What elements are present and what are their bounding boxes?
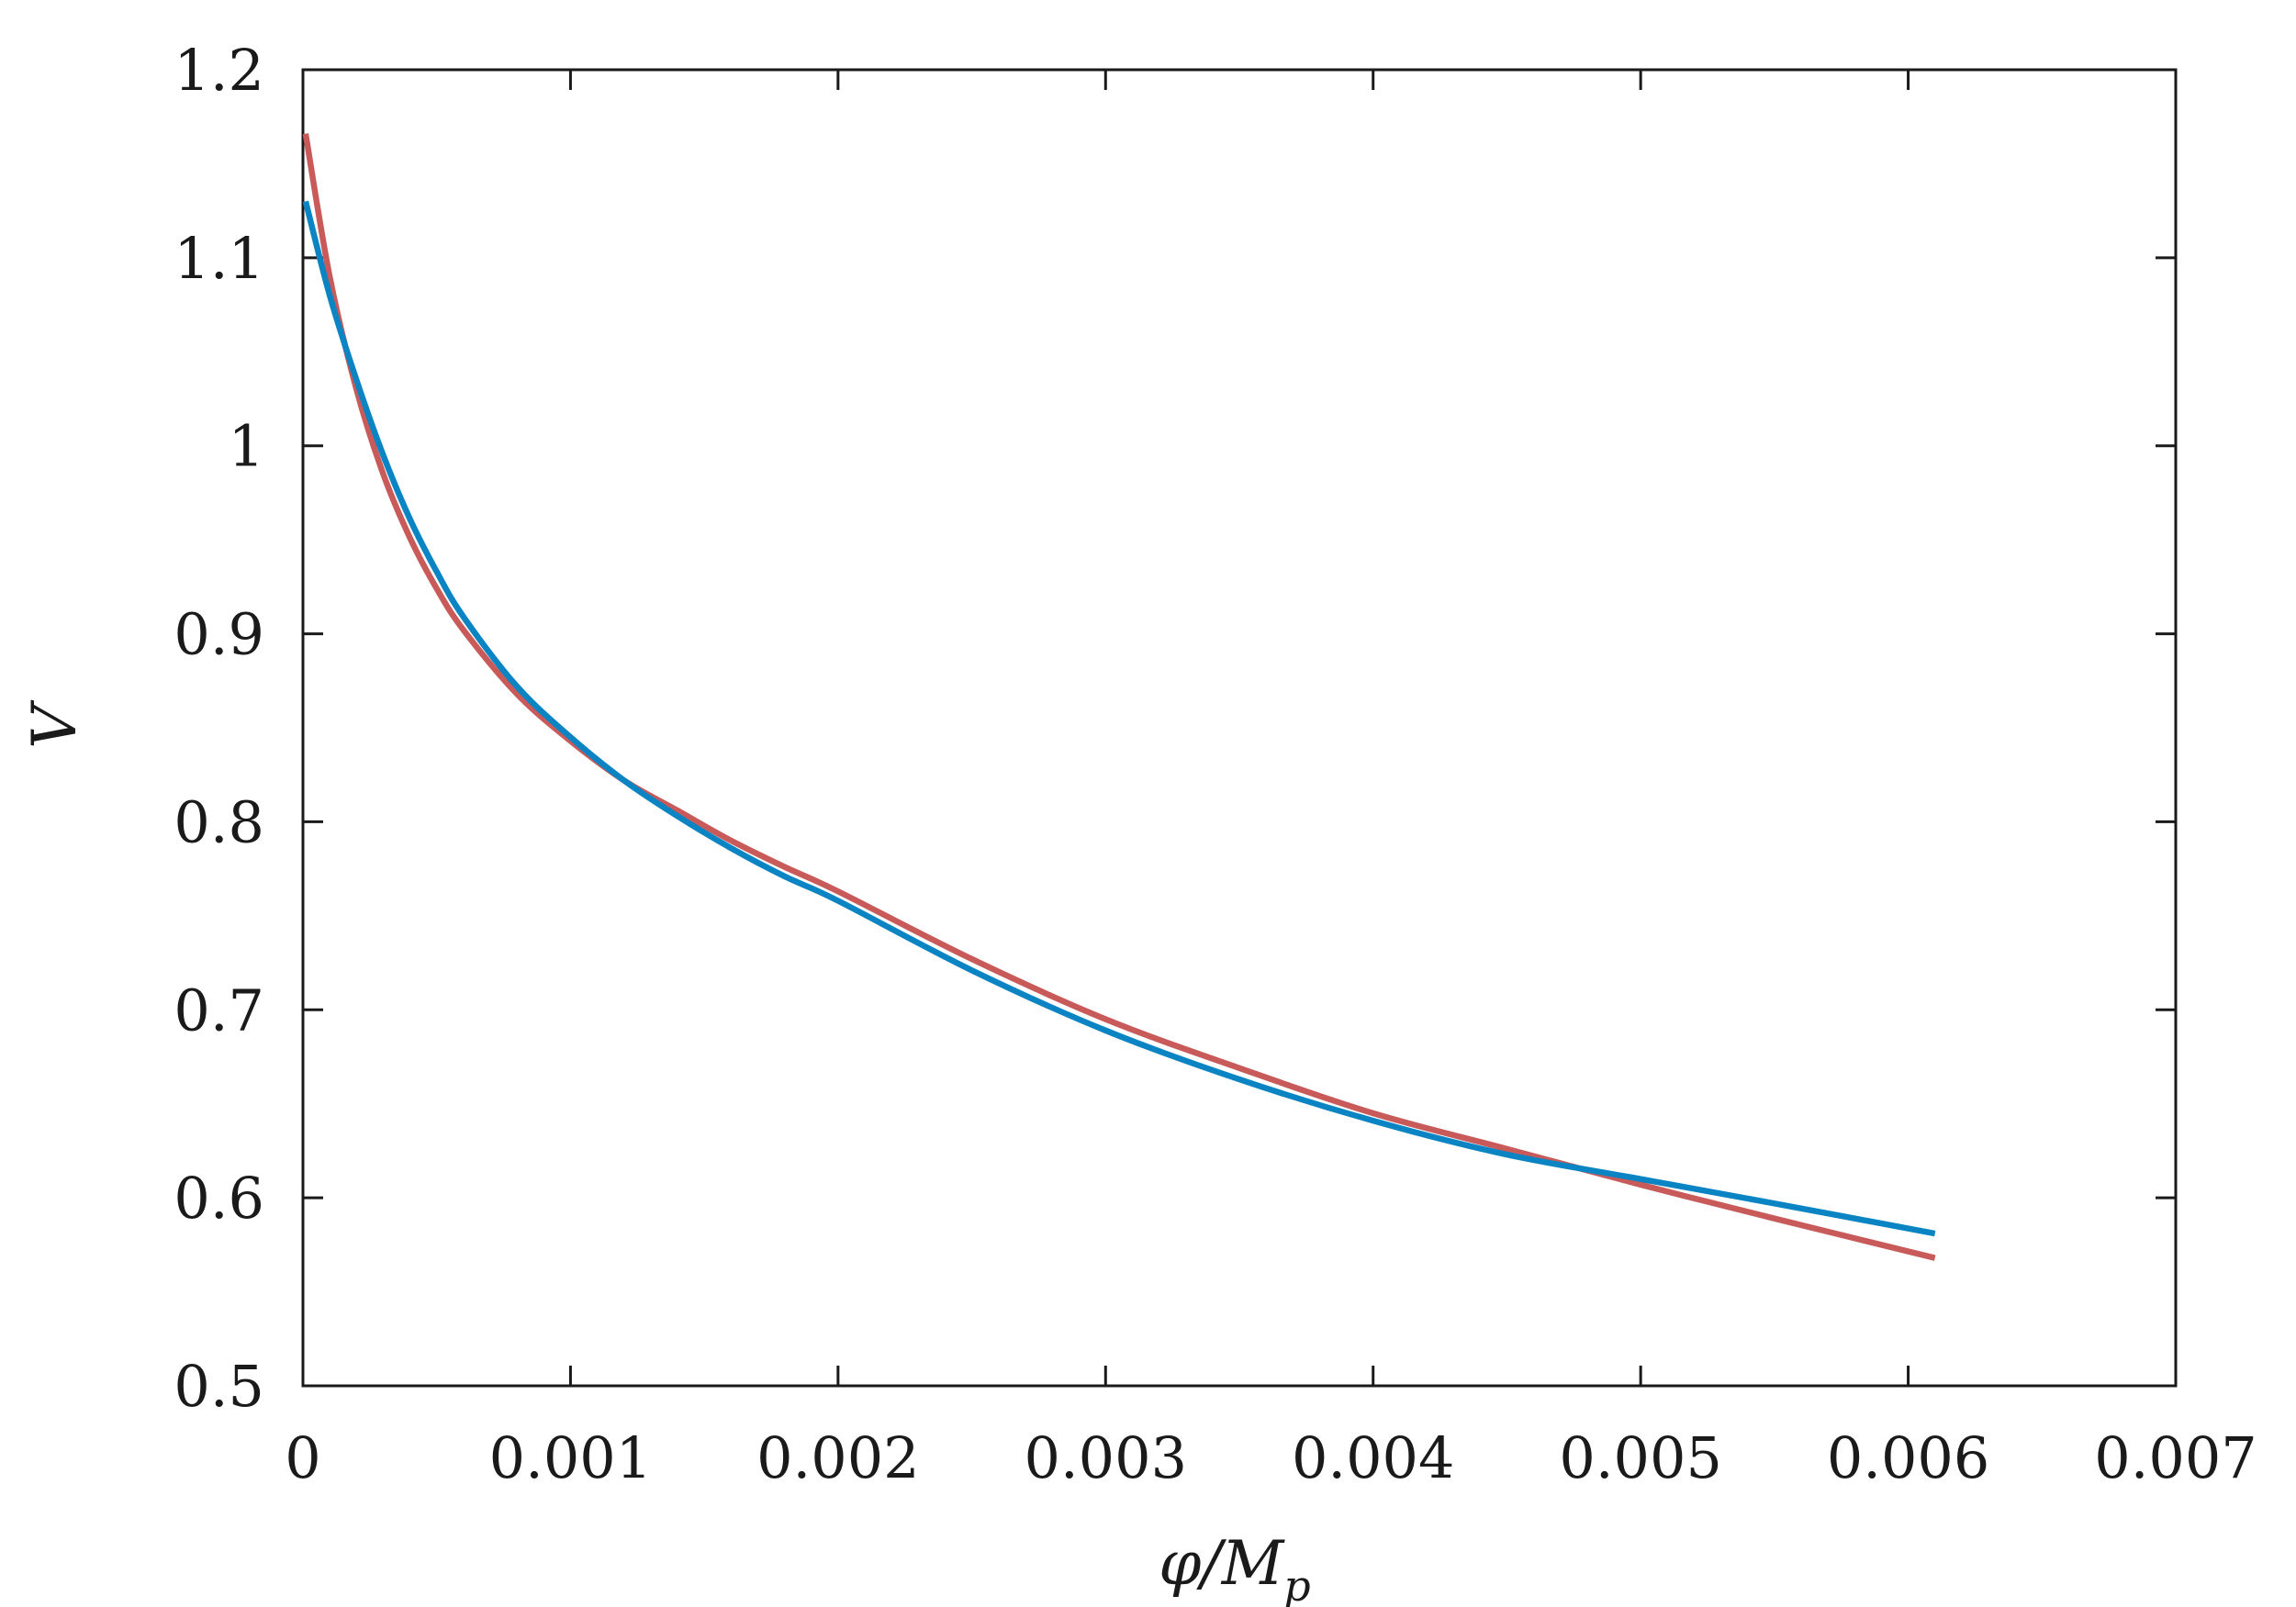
x-tick-label: 0.007 [2094,1424,2257,1491]
x-tick-label: 0 [285,1424,320,1491]
series-group [302,133,1936,1261]
x-tick-label: 0.004 [1292,1424,1455,1491]
x-tick-label: 0.001 [489,1424,653,1491]
x-tick-label: 0.005 [1559,1424,1722,1491]
x-tick-label: 0.006 [1827,1424,1990,1491]
y-tick-label: 0.9 [174,601,264,668]
series-line-2 [302,200,1936,1237]
x-axis-label-main: φ/M [1159,1528,1284,1599]
y-axis-label: V [19,699,90,749]
y-tick-label: 0.6 [174,1165,264,1232]
y-tick-label: 0.7 [174,976,264,1043]
x-axis-label-subscript: p [1283,1561,1310,1607]
y-tick-label: 0.5 [174,1353,264,1420]
x-tick-label: 0.003 [1025,1424,1188,1491]
y-tick-label: 1.2 [174,37,264,104]
plot-frame [301,68,2178,1388]
x-axis-label: φ/Mp [1159,1528,1310,1607]
ticks [301,68,2178,1388]
y-tick-label: 1.1 [174,225,264,292]
y-tick-label: 0.8 [174,788,264,855]
y-tick-label: 1 [229,413,264,480]
x-tick-label: 0.002 [756,1424,920,1491]
tick-labels: 0 0.001 0.002 0.003 0.004 0.005 0.006 0.007 0.5 0… [174,37,2257,1491]
series-line-1 [302,133,1936,1261]
